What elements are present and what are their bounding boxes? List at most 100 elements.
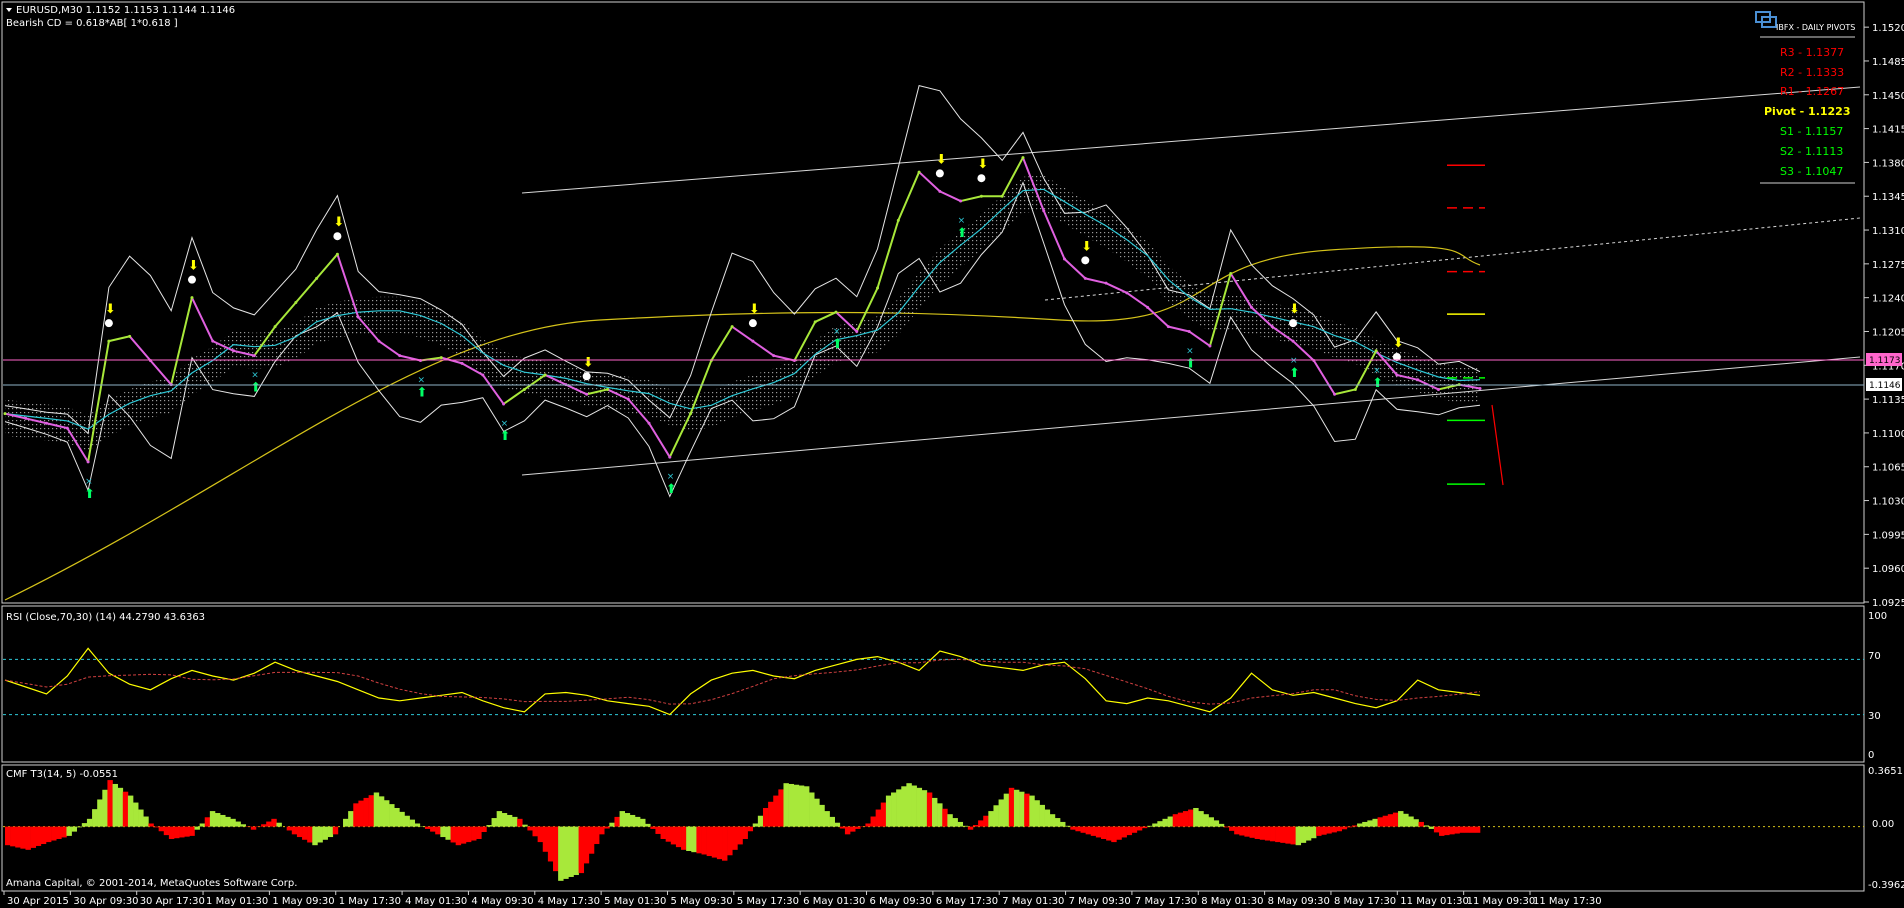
price-point <box>1146 305 1150 309</box>
cmf-bar <box>1106 826 1112 841</box>
cmf-bar <box>327 826 334 838</box>
cmf-bar <box>1336 826 1343 832</box>
price-point <box>1104 281 1108 285</box>
cmf-bar <box>691 826 697 853</box>
cmf-bar <box>66 826 72 836</box>
cmf-bar <box>1080 826 1086 833</box>
price-segment <box>1105 282 1128 294</box>
rsi-panel-frame <box>1 605 1865 763</box>
cmf-bar <box>783 783 789 827</box>
cmf-bar <box>358 800 364 827</box>
cmf-bar <box>271 818 277 827</box>
cmf-bar <box>1259 826 1266 840</box>
cmf-bar <box>814 798 820 827</box>
up-arrow-icon: ⬆ <box>666 482 677 497</box>
cmf-bar <box>998 799 1004 827</box>
up-arrow-icon: ⬆ <box>1289 366 1300 381</box>
cmf-bar <box>1423 825 1430 827</box>
current-price-tag <box>1866 378 1902 391</box>
cmf-bar <box>578 826 585 874</box>
cmf-bar <box>302 826 308 840</box>
cross-icon: × <box>1186 346 1194 356</box>
time-axis-label: 1 May 17:30 <box>339 896 401 907</box>
cmf-bar <box>348 811 354 827</box>
symbol-menu-triangle-icon[interactable] <box>6 8 12 12</box>
price-point <box>86 460 90 464</box>
cmf-bar <box>378 796 385 827</box>
cmf-bar <box>512 816 518 827</box>
time-axis-label: 6 May 17:30 <box>936 896 998 907</box>
cmf-bar <box>158 826 165 832</box>
price-segment <box>1022 157 1045 212</box>
cmf-bar <box>1454 826 1460 834</box>
price-segment <box>710 326 733 361</box>
cmf-bar <box>1474 826 1481 833</box>
up-arrow-icon: ⬆ <box>416 385 427 400</box>
price-point <box>1125 291 1129 295</box>
price-point <box>896 218 900 222</box>
cmf-bar <box>1428 826 1435 829</box>
price-point <box>1436 387 1440 391</box>
price-point <box>1166 325 1170 329</box>
cmf-bar <box>563 826 569 879</box>
symbol-header: EURUSD,M30 1.1152 1.1153 1.1144 1.1146 <box>16 5 235 16</box>
lower-channel-line <box>521 356 1861 476</box>
cmf-bar <box>614 816 620 827</box>
price-segment <box>295 277 318 304</box>
price-segment <box>378 340 401 357</box>
cmf-bar <box>1300 826 1307 843</box>
cmf-bar <box>1408 816 1414 827</box>
cmf-bar <box>1351 825 1358 827</box>
cmf-bar <box>537 826 544 843</box>
price-point <box>959 199 963 203</box>
price-point <box>626 397 630 401</box>
down-arrow-icon: ⬇ <box>1289 302 1300 317</box>
cmf-bar <box>122 791 129 827</box>
price-segment <box>233 349 255 357</box>
cmf-bar <box>138 809 144 827</box>
cmf-bar <box>1275 826 1281 843</box>
time-axis-label: 6 May 01:30 <box>803 896 865 907</box>
cmf-bar <box>1316 826 1322 836</box>
time-axis-label: 7 May 17:30 <box>1135 896 1197 907</box>
cmf-bar <box>174 826 180 839</box>
price-segment <box>1146 306 1170 328</box>
down-arrow-icon: ⬇ <box>333 215 344 230</box>
cmf-bar <box>250 826 257 830</box>
time-axis-label: 30 Apr 17:30 <box>140 896 205 907</box>
price-point <box>460 361 464 365</box>
price-point <box>232 349 236 353</box>
cmf-bar <box>312 826 318 846</box>
cmf-tick-bottom: -0.3962 <box>1868 880 1904 891</box>
cmf-bar <box>1044 809 1051 827</box>
time-axis-label: 4 May 09:30 <box>471 896 533 907</box>
price-segment <box>1292 340 1315 362</box>
price-panel-frame <box>1 1 1865 604</box>
cmf-bar <box>332 826 339 835</box>
cmf-bar <box>686 826 692 852</box>
price-segment <box>357 316 380 342</box>
price-segment <box>689 360 713 414</box>
price-point <box>439 356 443 360</box>
cross-icon: × <box>1373 366 1381 376</box>
cmf-bar <box>1459 826 1465 833</box>
cmf-bar <box>1398 811 1404 827</box>
signal-dot <box>977 174 986 183</box>
price-point <box>398 354 402 358</box>
cmf-bar <box>276 822 282 827</box>
cmf-bar <box>15 826 21 848</box>
price-segment <box>1085 277 1107 285</box>
cmf-bar <box>558 826 564 881</box>
price-point <box>273 325 277 329</box>
cmf-bar <box>102 789 108 827</box>
cmf-bar <box>25 826 31 850</box>
price-axis-label: 1.1135 <box>1872 395 1904 406</box>
price-point <box>1021 156 1025 160</box>
price-segment <box>461 362 484 376</box>
price-point <box>876 286 880 290</box>
cmf-bar <box>916 787 923 827</box>
price-segment <box>1229 272 1253 308</box>
cmf-bar <box>1172 814 1179 827</box>
price-point <box>543 373 547 377</box>
